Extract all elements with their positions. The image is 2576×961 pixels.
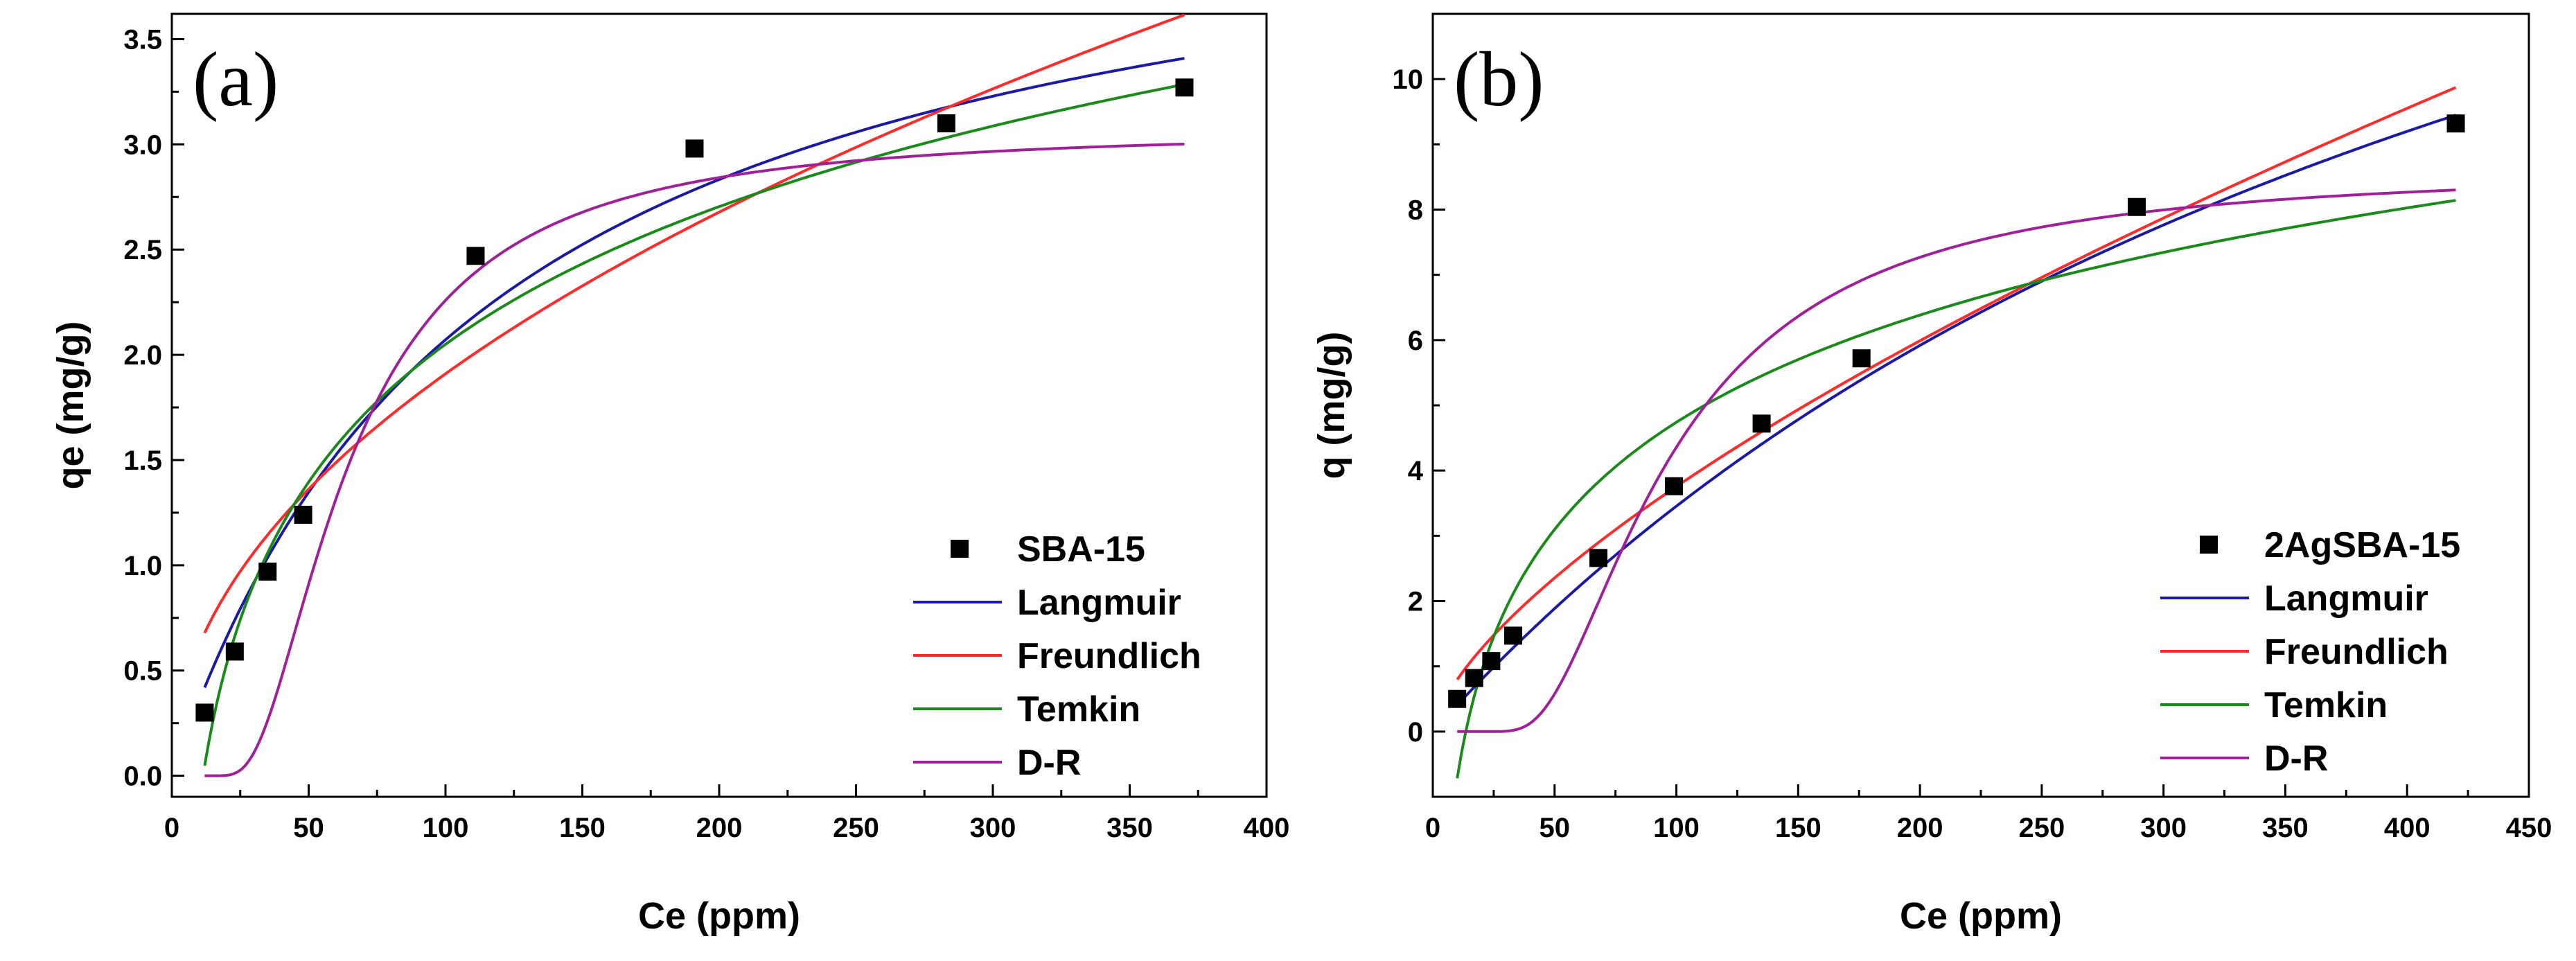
- data-point: [685, 139, 704, 158]
- legend-marker: [2200, 536, 2218, 554]
- legend-label-freundlich: Freundlich: [2264, 632, 2449, 672]
- data-point: [1465, 669, 1483, 687]
- data-point: [225, 642, 244, 661]
- x-axis-title: Ce (ppm): [638, 895, 800, 937]
- fit-curve-langmuir: [203, 57, 1185, 689]
- y-tick-label: 0: [1408, 717, 1423, 748]
- legend-marker: [951, 540, 969, 558]
- fit-curve-d-r: [1457, 188, 2456, 733]
- data-point: [1448, 689, 1467, 708]
- x-tick-label: 50: [293, 813, 324, 843]
- data-point: [294, 505, 312, 524]
- data-point: [1482, 652, 1501, 671]
- panel-label: (a): [193, 37, 279, 123]
- x-tick-label: 150: [1775, 813, 1821, 843]
- data-point: [2127, 197, 2146, 216]
- x-tick-label: 0: [164, 813, 179, 843]
- x-axis-title: Ce (ppm): [1900, 895, 2062, 937]
- legend-label-d-r: D-R: [2264, 739, 2328, 779]
- legend-label-langmuir: Langmuir: [1017, 583, 1181, 623]
- y-tick-label: 1.0: [123, 551, 162, 581]
- chart-panel-a: 0 50 100 150 200 250 300 350 400 0.0 0.5 1.0 1.5 2.0 2…: [50, 12, 1290, 937]
- x-tick-label: 200: [696, 813, 743, 843]
- y-tick-label: 2.5: [123, 235, 162, 265]
- x-tick-label: 300: [970, 813, 1016, 843]
- y-axis-title: qe (mg/g): [50, 321, 91, 490]
- x-tick-label: 150: [559, 813, 606, 843]
- panel-label: (b): [1454, 37, 1544, 123]
- x-tick-label: 250: [2019, 813, 2065, 843]
- data-point: [1852, 349, 1871, 368]
- x-tick-label: 400: [2384, 813, 2431, 843]
- plot-frame: [170, 12, 1268, 798]
- x-tick-label: 250: [833, 813, 879, 843]
- data-point: [1665, 477, 1684, 495]
- data-point: [1175, 78, 1194, 97]
- legend-label-data: 2AgSBA-15: [2264, 525, 2460, 565]
- x-tick-label: 100: [423, 813, 469, 843]
- y-tick-label: 6: [1408, 326, 1423, 356]
- y-tick-label: 8: [1408, 195, 1423, 226]
- fit-curve-freundlich: [1456, 86, 2457, 680]
- fit-curve-temkin: [203, 82, 1185, 766]
- fit-curve-temkin: [1456, 199, 2456, 779]
- data-point: [2446, 114, 2465, 133]
- x-tick-label: 200: [1897, 813, 1943, 843]
- y-tick-label: 0.5: [123, 656, 162, 687]
- legend-label-temkin: Temkin: [1017, 689, 1140, 730]
- legend-label-temkin: Temkin: [2264, 685, 2388, 725]
- data-point: [1504, 626, 1523, 645]
- legend-label-langmuir: Langmuir: [2264, 579, 2428, 619]
- legend-label-data: SBA-15: [1017, 529, 1145, 570]
- fit-curve-freundlich: [203, 14, 1185, 634]
- fit-curve-d-r: [204, 142, 1185, 777]
- y-tick-label: 0.0: [123, 761, 162, 792]
- y-tick-label: 2.0: [123, 340, 162, 371]
- x-tick-label: 50: [1540, 813, 1571, 843]
- legend-label-d-r: D-R: [1017, 743, 1081, 783]
- data-point: [1589, 549, 1608, 567]
- x-tick-label: 400: [1244, 813, 1290, 843]
- x-tick-label: 100: [1653, 813, 1700, 843]
- y-axis-title: q (mg/g): [1311, 332, 1352, 479]
- data-point: [1752, 414, 1771, 433]
- plot-frame: [1431, 12, 2530, 798]
- x-tick-label: 300: [2140, 813, 2187, 843]
- data-point: [937, 114, 955, 132]
- x-tick-label: 350: [1106, 813, 1153, 843]
- x-tick-label: 450: [2506, 813, 2552, 843]
- y-tick-label: 2: [1408, 587, 1423, 617]
- chart-panel-b: 0 50 100 150 200 250 300 350 400 450 0 2 4 6 8 10 Ce (pp…: [1311, 12, 2552, 937]
- data-point: [258, 562, 277, 581]
- y-tick-label: 1.5: [123, 446, 162, 476]
- y-tick-label: 3.5: [123, 24, 162, 55]
- data-point: [195, 703, 214, 722]
- legend-label-freundlich: Freundlich: [1017, 636, 1201, 676]
- x-tick-label: 350: [2262, 813, 2309, 843]
- y-tick-label: 4: [1408, 456, 1424, 486]
- y-tick-label: 3.0: [123, 130, 162, 160]
- data-point: [466, 247, 485, 265]
- y-tick-label: 10: [1393, 64, 1424, 95]
- x-tick-label: 0: [1425, 813, 1440, 843]
